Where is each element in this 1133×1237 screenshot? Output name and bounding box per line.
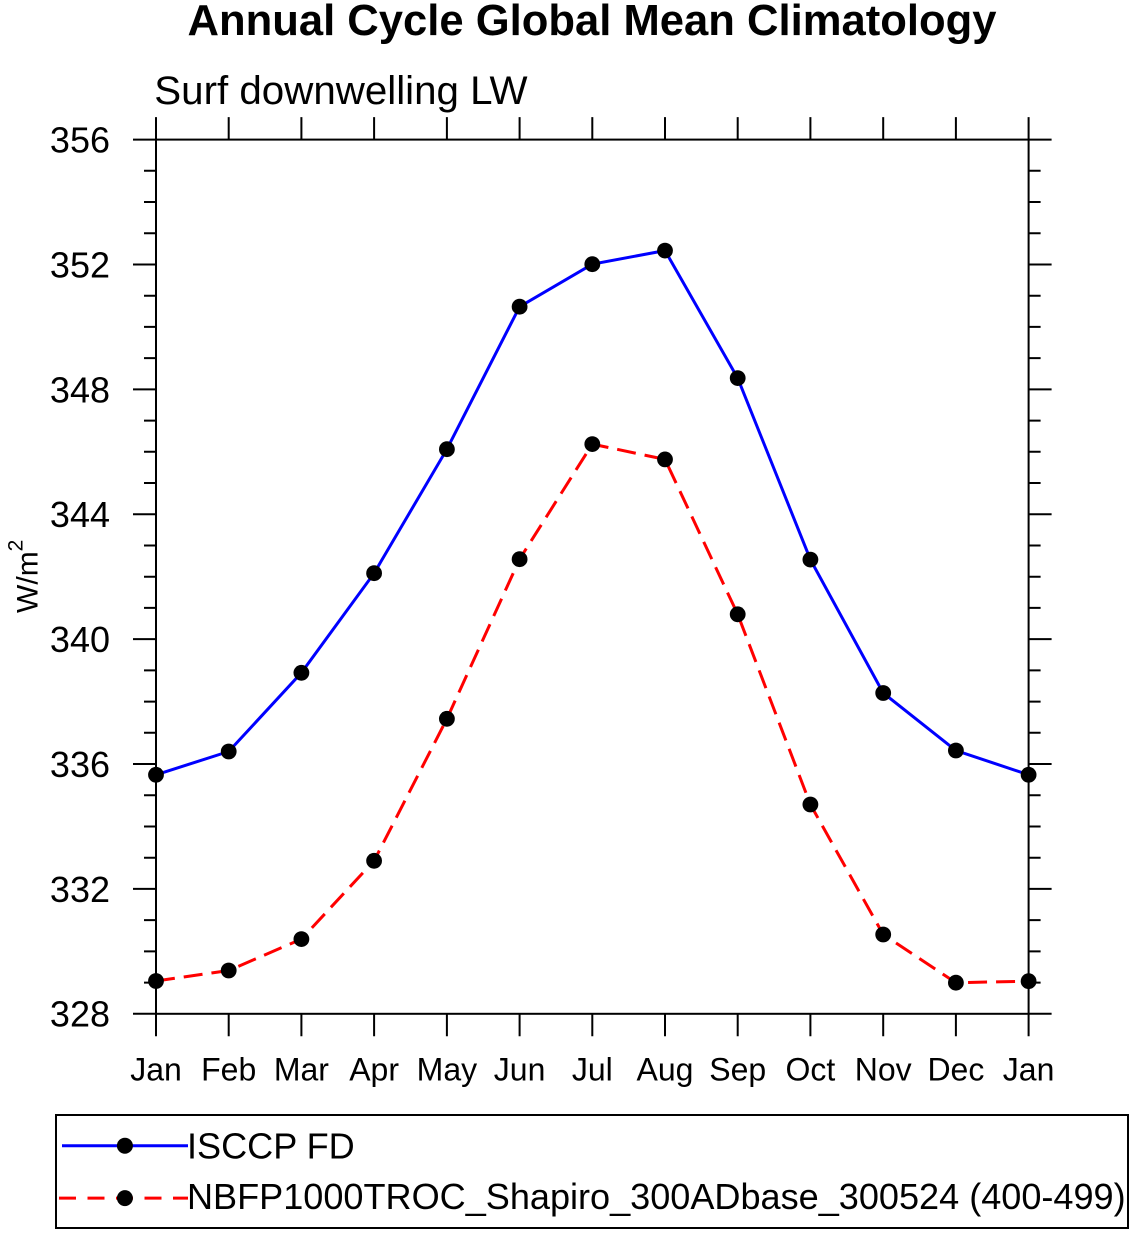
svg-text:344: 344 (50, 494, 110, 535)
svg-text:Jul: Jul (572, 1052, 613, 1088)
svg-text:Oct: Oct (786, 1052, 836, 1088)
svg-text:Mar: Mar (274, 1052, 329, 1088)
svg-text:328: 328 (50, 994, 110, 1035)
svg-text:356: 356 (50, 120, 110, 161)
svg-text:May: May (417, 1052, 477, 1088)
svg-text:Feb: Feb (201, 1052, 256, 1088)
svg-text:ISCCP FD: ISCCP FD (187, 1126, 355, 1167)
svg-text:Aug: Aug (637, 1052, 694, 1088)
svg-text:Apr: Apr (349, 1052, 399, 1088)
svg-text:332: 332 (50, 869, 110, 910)
svg-text:Nov: Nov (855, 1052, 912, 1088)
svg-text:Sep: Sep (709, 1052, 766, 1088)
svg-text:352: 352 (50, 244, 110, 285)
svg-text:Jun: Jun (494, 1052, 546, 1088)
svg-text:336: 336 (50, 744, 110, 785)
svg-text:Jan: Jan (1003, 1052, 1055, 1088)
svg-text:Dec: Dec (927, 1052, 984, 1088)
svg-text:348: 348 (50, 369, 110, 410)
svg-text:NBFP1000TROC_Shapiro_300ADbase: NBFP1000TROC_Shapiro_300ADbase_300524 (4… (187, 1176, 1126, 1217)
svg-text:Surf downwelling LW: Surf downwelling LW (154, 68, 527, 113)
svg-text:340: 340 (50, 619, 110, 660)
svg-text:Jan: Jan (130, 1052, 182, 1088)
svg-text:W/m2: W/m2 (5, 540, 45, 613)
svg-text:Annual Cycle Global Mean Clima: Annual Cycle Global Mean Climatology (187, 0, 997, 45)
